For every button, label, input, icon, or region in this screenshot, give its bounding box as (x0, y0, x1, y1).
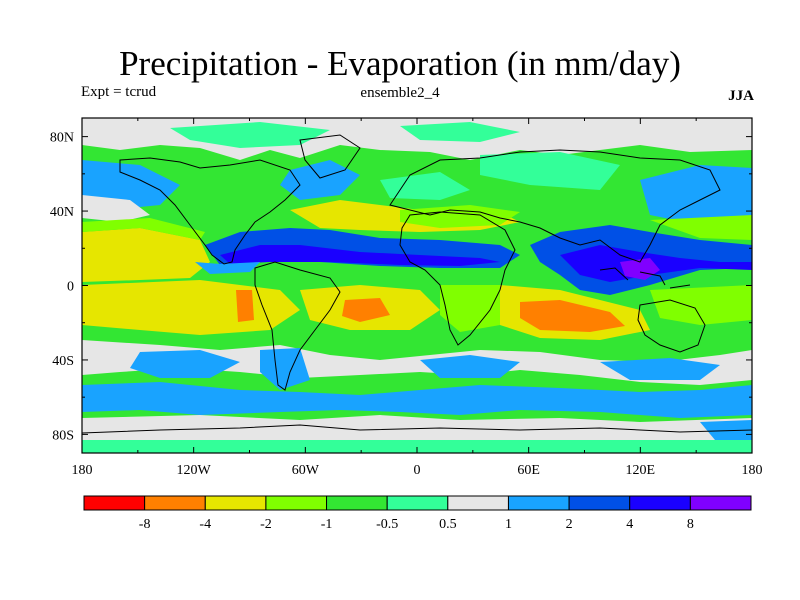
field-southern-blue-4 (600, 358, 720, 380)
field-sio-dry-orange (520, 300, 625, 332)
field-np-subtropic-lime (82, 218, 205, 240)
coast-north-america (119, 157, 301, 265)
colorbar-swatch (507, 495, 570, 511)
x-tick-label: 60W (292, 463, 320, 478)
x-tick-label: 60E (517, 463, 540, 478)
x-axis-labels: 180 120W 60W 0 60E 120E 180 (72, 463, 763, 478)
x-tick-label: 0 (414, 463, 421, 478)
colorbar-swatch (386, 495, 449, 511)
x-tick-label: 180 (742, 463, 763, 478)
field-southern-blue-1 (130, 350, 240, 378)
colorbar-swatch (144, 495, 206, 511)
field-antarctic-lightblue (700, 420, 752, 440)
colorbar-swatch (326, 495, 388, 511)
field-itcz-dark-indopac (560, 245, 752, 282)
field-equator-ep-lightblue (195, 262, 260, 274)
coast-indonesia (599, 267, 691, 289)
colorbar-label: 0.5 (439, 517, 457, 532)
field-southern-blue-2 (260, 348, 310, 390)
field-sahara-lime (400, 205, 520, 228)
colorbar-label: 2 (566, 517, 573, 532)
field-sp-dry-orange (236, 290, 254, 322)
field-siberia-mint (480, 152, 620, 190)
field-north-pacific-blue (82, 160, 180, 210)
y-tick-label: 80N (50, 131, 74, 146)
colorbar-label: 4 (626, 517, 633, 532)
field-europe-mint (380, 172, 470, 200)
colorbar-swatch (83, 495, 146, 511)
axis-ticks (81, 118, 753, 453)
colorbar-swatch (689, 495, 752, 511)
colorbar (83, 495, 752, 511)
field-southern-gray (82, 340, 752, 385)
y-tick-label: 40N (50, 205, 74, 220)
y-axis-labels: 80N 40N 0 40S 80S (50, 131, 74, 444)
field-north-atlantic-blue (280, 160, 360, 200)
coast-greenland (299, 134, 361, 179)
colorbar-label: 1 (505, 517, 512, 532)
x-tick-label: 120E (626, 463, 656, 478)
coastlines (82, 134, 752, 434)
map-title: Precipitation - Evaporation (in mm/day) (119, 44, 681, 83)
field-north-pacific-blue-e (640, 165, 752, 225)
colorbar-label: -4 (199, 517, 211, 532)
field-itcz-dark-atlantic (220, 245, 500, 266)
colorbar-swatch (204, 495, 267, 511)
colorbar-label: -2 (260, 517, 272, 532)
colorbar-label: -8 (139, 517, 151, 532)
coast-europe-asia (389, 149, 721, 263)
field-satl-dry-orange (342, 298, 390, 322)
field-antarctic-gray (82, 415, 752, 440)
colorbar-swatch (629, 495, 691, 511)
field-arctic-mint (170, 122, 330, 148)
x-tick-label: 120W (177, 463, 212, 478)
colorbar-swatch (447, 495, 509, 511)
colorbar-swatch (568, 495, 631, 511)
coast-australia (637, 299, 706, 353)
y-tick-label: 0 (67, 280, 74, 295)
precip-evap-field (82, 118, 752, 453)
colorbar-label: -1 (321, 517, 333, 532)
field-arctic-mint-2 (400, 122, 520, 142)
field-antarctic-mint (82, 440, 752, 453)
colorbar-label: -0.5 (376, 517, 398, 532)
coast-antarctica (82, 424, 752, 434)
field-sp-east-lime (650, 285, 752, 325)
coast-south-america (254, 261, 341, 391)
y-tick-label: 40S (52, 354, 74, 369)
ensemble-label: ensemble2_4 (360, 85, 440, 101)
field-africa-lime (440, 285, 500, 332)
season-label: JJA (728, 88, 754, 104)
y-tick-label: 80S (52, 428, 74, 443)
coast-africa (399, 211, 516, 346)
x-tick-label: 180 (72, 463, 93, 478)
experiment-label: Expt = tcrud (81, 84, 157, 100)
colorbar-swatch (265, 495, 328, 511)
field-na-gray (82, 195, 150, 222)
field-np-subtropic-yellow (82, 228, 210, 282)
field-southern-blue-belt (82, 382, 752, 418)
field-southern-blue-3 (420, 355, 520, 378)
colorbar-label: 8 (687, 517, 694, 532)
colorbar-labels: -8 -4 -2 -1 -0.5 0.5 1 2 4 8 (139, 517, 694, 532)
field-wp-subtropic-lime (650, 215, 752, 240)
